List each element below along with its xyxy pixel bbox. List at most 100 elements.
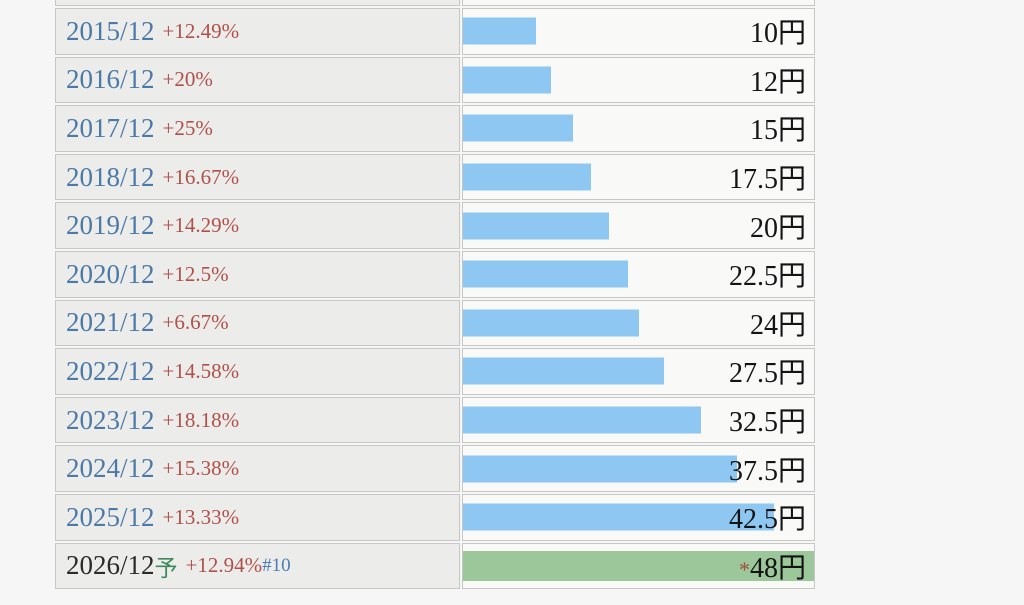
dividend-value-label: 15円 [750, 108, 806, 148]
period-label: 2021/12 [66, 307, 155, 338]
bar-cell: 27.5円 [462, 348, 815, 395]
asterisk-mark: * [738, 556, 750, 582]
dividend-value-label: 12円 [750, 60, 806, 100]
period-label: 2016/12 [66, 64, 155, 95]
table-row: 2023/12 +18.18% 32.5円 [55, 396, 815, 444]
value-text: 27.5円 [728, 358, 806, 390]
dividend-value-label: 37.5円 [729, 449, 806, 489]
value-text: 15円 [749, 115, 806, 147]
dividend-bar [463, 163, 591, 191]
table-row: 2019/12 +14.29% 20円 [55, 202, 815, 249]
yoy-change-label: +25% [162, 115, 213, 140]
period-label: 2024/12 [66, 453, 155, 484]
dividend-value-label: 32.5円 [729, 400, 806, 440]
dividend-bar [463, 260, 628, 288]
table-rows-container: 2015/12 +12.49% 10円 2016/12 +20% 12円 201… [55, 8, 815, 590]
yoy-change-label: +15.38% [162, 456, 240, 481]
yoy-change-label: +20% [162, 67, 213, 92]
value-text: 32.5円 [728, 407, 806, 439]
table-row: 2018/12 +16.67% 17.5円 [55, 153, 815, 201]
yoy-change-label: +16.67% [162, 164, 240, 189]
value-text: 10円 [749, 18, 806, 50]
period-cell: 2022/12 +14.58% [55, 348, 460, 395]
table-row: 2021/12 +6.67% 24円 [55, 299, 815, 347]
bar-cell: 37.5円 [462, 445, 815, 492]
period-label: 2020/12 [66, 258, 155, 289]
dividend-bar [463, 455, 738, 483]
dividend-value-label: 24円 [750, 303, 806, 343]
dividend-bar [463, 357, 665, 385]
period-cell: 2015/12 +12.49% [55, 8, 460, 55]
bar-cell [462, 0, 815, 6]
period-cell: 2021/12 +6.67% [55, 299, 460, 347]
period-label: 2026/12 [66, 550, 155, 581]
period-cell: 2026/12 予 +12.94% #10 [55, 542, 460, 590]
yoy-change-label: +12.5% [162, 261, 229, 286]
period-label: 2015/12 [66, 15, 155, 46]
period-label: 2025/12 [66, 501, 155, 532]
yoy-change-label: +18.18% [162, 407, 240, 432]
yoy-change-label: +13.33% [162, 504, 240, 529]
period-label: 2023/12 [66, 404, 155, 435]
bar-cell: 15円 [462, 105, 815, 152]
value-text: 22.5円 [728, 261, 806, 293]
bar-cell: *48円 [462, 542, 815, 590]
dividend-bar [463, 309, 639, 337]
dividend-value-label: 27.5円 [729, 351, 806, 391]
dividend-history-table: 2015/12 +12.49% 10円 2016/12 +20% 12円 201… [55, 0, 815, 591]
dividend-bar [463, 212, 610, 240]
dividend-value-label: 42.5円 [729, 497, 806, 537]
period-label: 2019/12 [66, 210, 155, 241]
bar-cell: 20円 [462, 202, 815, 249]
yoy-change-label: +12.49% [162, 18, 240, 43]
table-row: 2025/12 +13.33% 42.5円 [55, 493, 815, 541]
forecast-mark: 予 [154, 555, 178, 581]
bar-cell: 17.5円 [462, 153, 815, 201]
value-text: 20円 [749, 212, 806, 244]
period-cell: 2018/12 +16.67% [55, 153, 460, 201]
value-text: 37.5円 [728, 455, 806, 487]
value-text: 24円 [749, 309, 806, 341]
yoy-change-label: +14.29% [162, 213, 240, 238]
dividend-bar [463, 114, 573, 142]
bar-cell: 24円 [462, 299, 815, 347]
bar-cell: 22.5円 [462, 250, 815, 298]
table-row: 2015/12 +12.49% 10円 [55, 8, 815, 55]
dividend-bar [463, 17, 537, 45]
period-label: 2018/12 [66, 161, 155, 192]
period-cell: 2017/12 +25% [55, 105, 460, 152]
dividend-value-label: 17.5円 [729, 157, 806, 197]
value-text: 17.5円 [728, 164, 806, 196]
dividend-bar [463, 503, 774, 531]
bar-cell: 10円 [462, 8, 815, 55]
period-cell: 2023/12 +18.18% [55, 396, 460, 444]
bar-cell: 12円 [462, 56, 815, 104]
period-label: 2022/12 [66, 355, 155, 386]
table-row-clipped [55, 0, 815, 6]
value-text: 48円 [749, 552, 806, 584]
table-row: 2022/12 +14.58% 27.5円 [55, 348, 815, 395]
dividend-value-label: 20円 [750, 206, 806, 246]
period-cell: 2024/12 +15.38% [55, 445, 460, 492]
period-cell: 2019/12 +14.29% [55, 202, 460, 249]
period-cell: 2016/12 +20% [55, 56, 460, 104]
dividend-bar [463, 66, 551, 94]
period-label: 2017/12 [66, 112, 155, 143]
table-row: 2024/12 +15.38% 37.5円 [55, 445, 815, 492]
period-cell [55, 0, 460, 6]
dividend-bar [463, 550, 814, 581]
yoy-change-label: +6.67% [162, 310, 229, 335]
dividend-value-label: *48円 [739, 546, 806, 586]
dividend-value-label: 10円 [750, 11, 806, 51]
bar-cell: 42.5円 [462, 493, 815, 541]
value-text: 12円 [749, 66, 806, 98]
table-row: 2026/12 予 +12.94% #10 *48円 [55, 542, 815, 590]
table-row: 2020/12 +12.5% 22.5円 [55, 250, 815, 298]
value-text: 42.5円 [728, 504, 806, 536]
dividend-value-label: 22.5円 [729, 254, 806, 294]
yoy-change-label: +14.58% [162, 358, 240, 383]
period-cell: 2020/12 +12.5% [55, 250, 460, 298]
footnote-link[interactable]: #10 [262, 554, 291, 576]
table-row: 2017/12 +25% 15円 [55, 105, 815, 152]
dividend-bar [463, 406, 701, 434]
